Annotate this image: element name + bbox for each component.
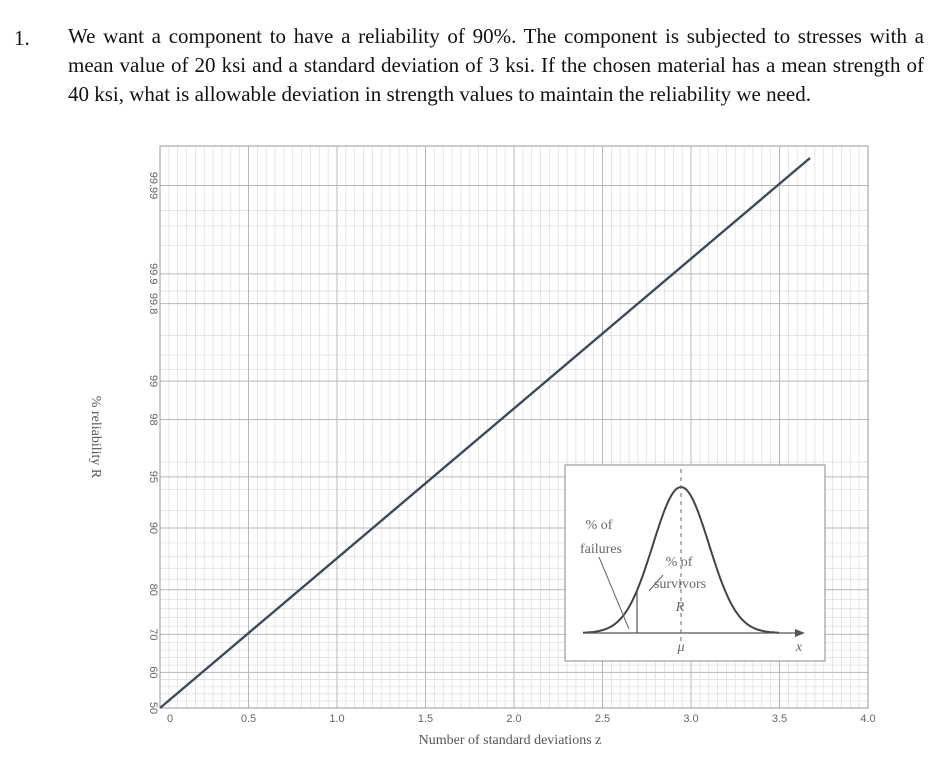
y-tick-label: 99 bbox=[147, 375, 159, 387]
x-tick-label: 1.5 bbox=[418, 713, 433, 725]
x-axis-title: Number of standard deviations z bbox=[419, 733, 602, 748]
y-tick-label: 99.9 bbox=[147, 263, 159, 284]
y-tick-label: 60 bbox=[147, 666, 159, 678]
x-tick-label: 1.0 bbox=[329, 713, 344, 725]
question-text: We want a component to have a reliabilit… bbox=[68, 24, 924, 106]
x-tick-label: 3.5 bbox=[772, 713, 787, 725]
y-tick-label: 95 bbox=[147, 471, 159, 483]
plot-frame bbox=[159, 145, 869, 709]
series-line bbox=[159, 157, 811, 709]
inset-x-label: x bbox=[795, 640, 803, 655]
y-tick-labels: 50 60 70 80 90 95 98 99 99.8 99.9 99.99 bbox=[147, 172, 159, 714]
x-tick-label: 0 bbox=[167, 713, 173, 725]
mu-label: μ bbox=[676, 640, 684, 655]
failures-label-line2: failures bbox=[580, 542, 622, 557]
y-axis-title: % reliability R bbox=[88, 396, 103, 479]
y-tick-label: 98 bbox=[147, 413, 159, 425]
inset-diagram: % of failures % of survivors R μ x bbox=[564, 464, 826, 662]
question-number: 1. bbox=[14, 26, 30, 50]
failures-label-line1: % of bbox=[586, 518, 613, 533]
x-tick-label: 2.5 bbox=[595, 713, 610, 725]
y-tick-label: 99.8 bbox=[147, 293, 159, 314]
y-tick-label: 80 bbox=[147, 584, 159, 596]
x-tick-labels: 0 0.5 1.0 1.5 2.0 2.5 3.0 3.5 4.0 bbox=[167, 713, 876, 725]
inset-axis-arrow bbox=[795, 629, 805, 637]
survivors-pointer bbox=[648, 574, 664, 592]
x-tick-label: 3.0 bbox=[683, 713, 698, 725]
failures-pointer bbox=[598, 556, 630, 630]
x-tick-label: 2.0 bbox=[506, 713, 521, 725]
y-tick-label: 50 bbox=[147, 702, 159, 714]
y-tick-label: 90 bbox=[147, 522, 159, 534]
x-tick-label: 0.5 bbox=[241, 713, 256, 725]
y-tick-label: 99.99 bbox=[147, 172, 159, 200]
y-tick-label: 70 bbox=[147, 628, 159, 640]
x-tick-label: 4.0 bbox=[860, 713, 875, 725]
survivors-label-line2: survivors bbox=[654, 577, 706, 592]
inset-box bbox=[564, 464, 826, 662]
r-label: R bbox=[675, 600, 685, 615]
survivors-label-line1: % of bbox=[666, 555, 693, 570]
